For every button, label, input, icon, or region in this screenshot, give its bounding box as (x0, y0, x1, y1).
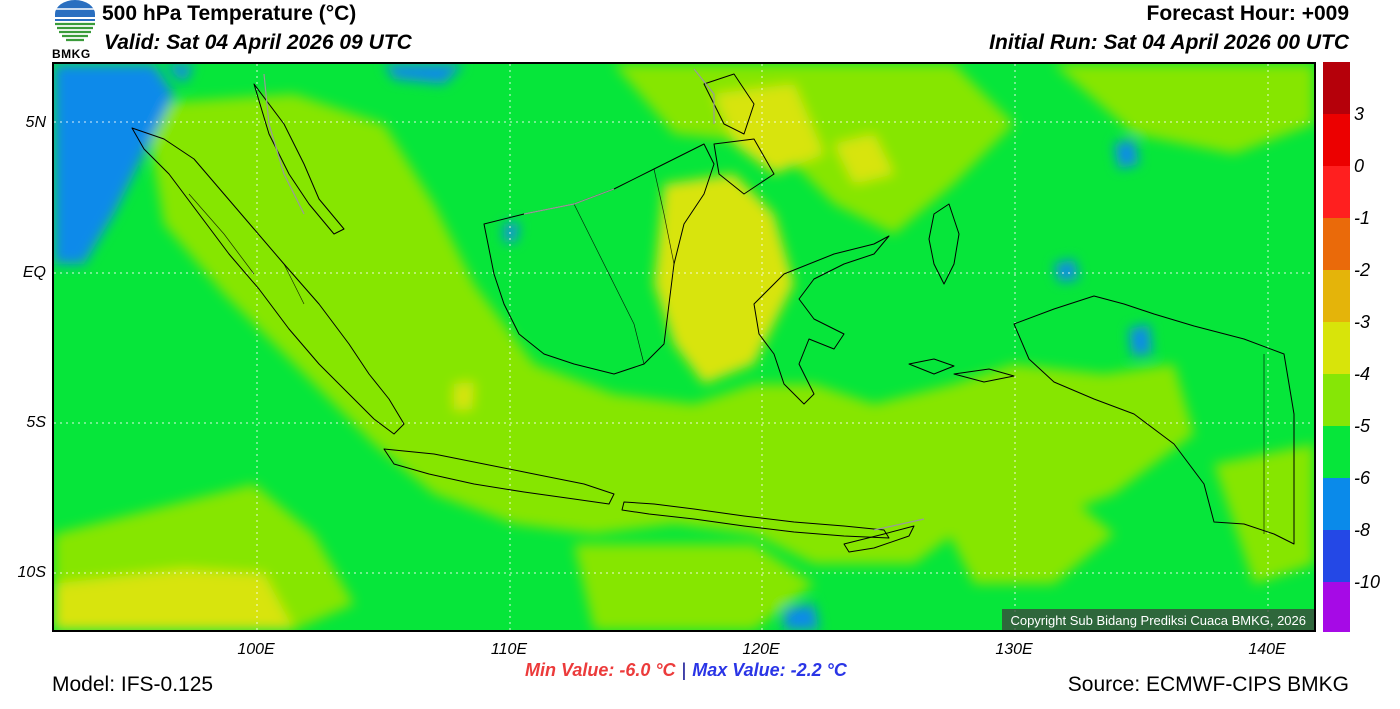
lon-label-110e: 110E (490, 641, 528, 658)
colorbar-label: -10 (1354, 572, 1381, 592)
lat-label-10s: 10S (17, 564, 46, 581)
model-label: Model: IFS-0.125 (52, 673, 214, 696)
colorbar-segment (1323, 426, 1350, 478)
lat-label-5n-outer: 5N (25, 114, 46, 131)
min-max-values: Min Value: -6.0 °C | Max Value: -2.2 °C (525, 660, 847, 681)
lon-label-130e: 130E (995, 641, 1033, 658)
source-label: Source: ECMWF-CIPS BMKG (1067, 673, 1349, 696)
colorbar-label: 0 (1354, 156, 1365, 176)
colorbar-label: -1 (1354, 208, 1371, 228)
lat-label-5s: 5S (26, 414, 46, 431)
colorbar-label: -4 (1354, 364, 1371, 384)
colorbar-segment (1323, 62, 1350, 114)
colorbar-segment (1323, 322, 1350, 374)
min-value: Min Value: -6.0 °C (525, 660, 676, 680)
colorbar-label: -3 (1354, 312, 1371, 332)
colorbar-segment (1323, 478, 1350, 530)
sulawesi-coastline (753, 235, 890, 405)
map-canvas (54, 64, 1314, 630)
map-copyright: Copyright Sub Bidang Prediksi Cuaca BMKG… (1002, 609, 1314, 630)
colorbar-label: -5 (1354, 416, 1371, 436)
java-coastline (383, 448, 615, 505)
colorbar-label: -2 (1354, 260, 1371, 280)
lat-label-eq-outer: EQ (22, 264, 46, 281)
colorbar-segment (1323, 582, 1350, 632)
forecast-hour: Forecast Hour: +009 (1146, 2, 1350, 25)
separator: | (681, 660, 687, 680)
map-title: 500 hPa Temperature (°C) (102, 2, 357, 25)
lon-label-140e: 140E (1248, 641, 1286, 658)
colorbar (1323, 62, 1350, 632)
temperature-map: Copyright Sub Bidang Prediksi Cuaca BMKG… (52, 62, 1316, 632)
valid-time: Valid: Sat 04 April 2026 09 UTC (104, 31, 412, 54)
lon-label-120e: 120E (742, 641, 780, 658)
bmkg-logo-icon (50, 0, 100, 60)
initial-run: Initial Run: Sat 04 April 2026 00 UTC (989, 31, 1349, 54)
papua-coastline (1013, 295, 1295, 545)
colorbar-label: 3 (1354, 104, 1365, 124)
colorbar-segment (1323, 270, 1350, 322)
lon-label-100e: 100E (237, 641, 275, 658)
colorbar-label: -6 (1354, 468, 1371, 488)
colorbar-label: -8 (1354, 520, 1371, 540)
sumatra-coastline (131, 127, 405, 435)
max-value: Max Value: -2.2 °C (692, 660, 847, 680)
colorbar-segment (1323, 218, 1350, 270)
colorbar-segment (1323, 374, 1350, 426)
colorbar-segment (1323, 114, 1350, 166)
logo-text: BMKG (52, 47, 91, 61)
colorbar-segment (1323, 166, 1350, 218)
colorbar-segment (1323, 530, 1350, 582)
